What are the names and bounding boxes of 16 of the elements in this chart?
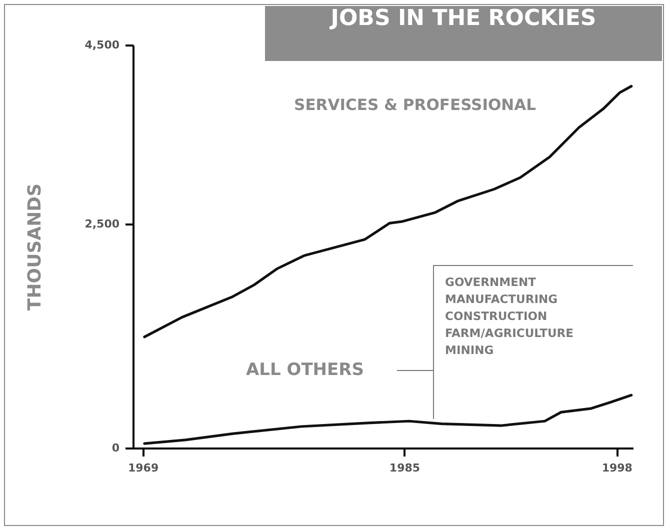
- annotation: CONSTRUCTION: [445, 309, 548, 323]
- x-tick-label: 1985: [389, 462, 420, 474]
- annotation: FARM/AGRICULTURE: [445, 326, 574, 340]
- x-tick-label: 1969: [128, 462, 159, 474]
- y-tick-label: 0: [112, 442, 120, 454]
- y-axis-title: THOUSANDS: [24, 183, 46, 311]
- line-series: [143, 394, 633, 445]
- annotation: MANUFACTURING: [445, 292, 558, 306]
- y-tick-label: 4,500: [84, 38, 120, 52]
- text: SERVICES & PROFESSIONAL: [294, 96, 536, 114]
- annotation: MINING: [445, 343, 494, 357]
- y-tick-label: 2,500: [84, 218, 120, 231]
- line-series: [143, 84, 633, 338]
- text: ALL OTHERS: [246, 360, 364, 380]
- annotation: GOVERNMENT: [445, 275, 536, 289]
- x-tick-label: 1998: [602, 462, 632, 474]
